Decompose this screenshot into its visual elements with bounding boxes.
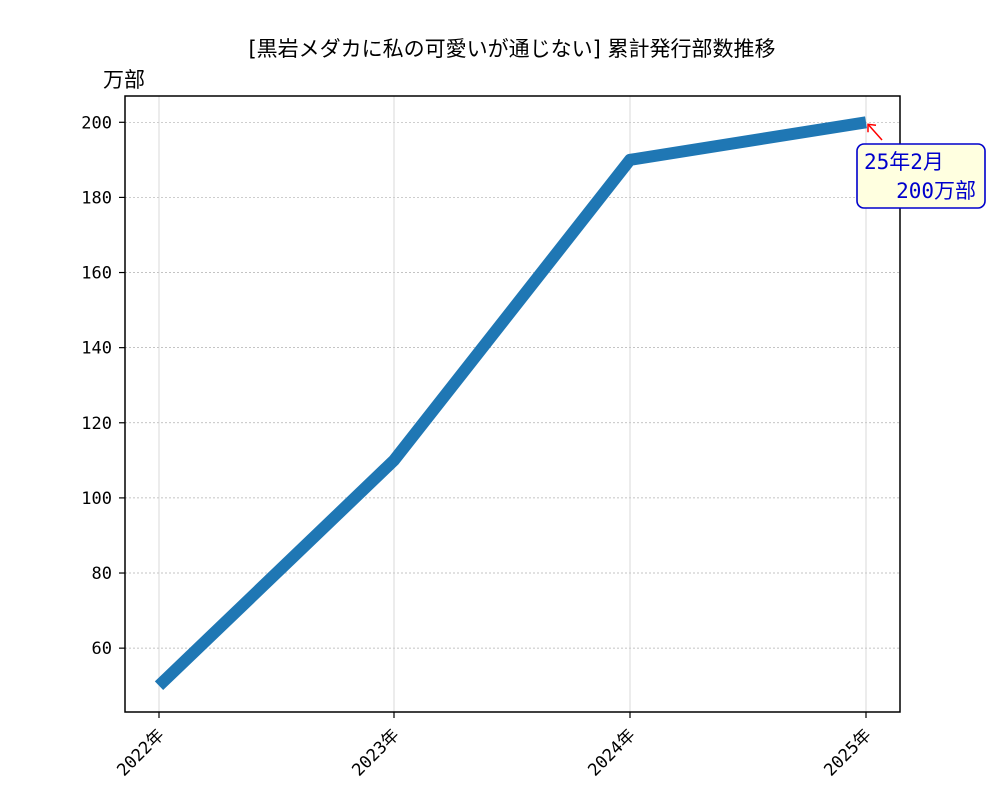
y-tick-label: 60 (92, 639, 112, 659)
annotation-arrow (867, 123, 883, 141)
annotation-line-2: 200万部 (896, 179, 976, 203)
x-tick-label: 2024年 (584, 725, 639, 780)
y-tick-label: 160 (81, 264, 112, 284)
series-layer (154, 116, 867, 691)
y-tick-label: 80 (92, 564, 112, 584)
y-tick-label: 120 (81, 414, 112, 434)
annotation-arrowhead (867, 123, 877, 133)
x-tick-label: 2025年 (820, 725, 875, 780)
series-line (154, 116, 867, 691)
chart-title: [黒岩メダカに私の可愛いが通じない] 累計発行部数推移 (248, 37, 775, 61)
annotation-box (856, 143, 986, 209)
y-axis-label: 万部 (103, 68, 145, 92)
annotation-line-1: 25年2月 (864, 150, 944, 174)
x-tick-label: 2022年 (113, 725, 168, 780)
annotation-callout: 25年2月 200万部 (856, 123, 986, 209)
plot-frame (124, 95, 901, 713)
grid-layer (125, 96, 900, 712)
y-ticks: 60 80 100 120 140 160 180 200 (81, 113, 125, 659)
y-tick-label: 140 (81, 339, 112, 359)
x-ticks: 2022年 2023年 2024年 2025年 (113, 712, 876, 781)
y-tick-label: 180 (81, 188, 112, 208)
x-tick-label: 2023年 (348, 725, 403, 780)
y-tick-label: 100 (81, 489, 112, 509)
y-tick-label: 200 (81, 113, 112, 133)
